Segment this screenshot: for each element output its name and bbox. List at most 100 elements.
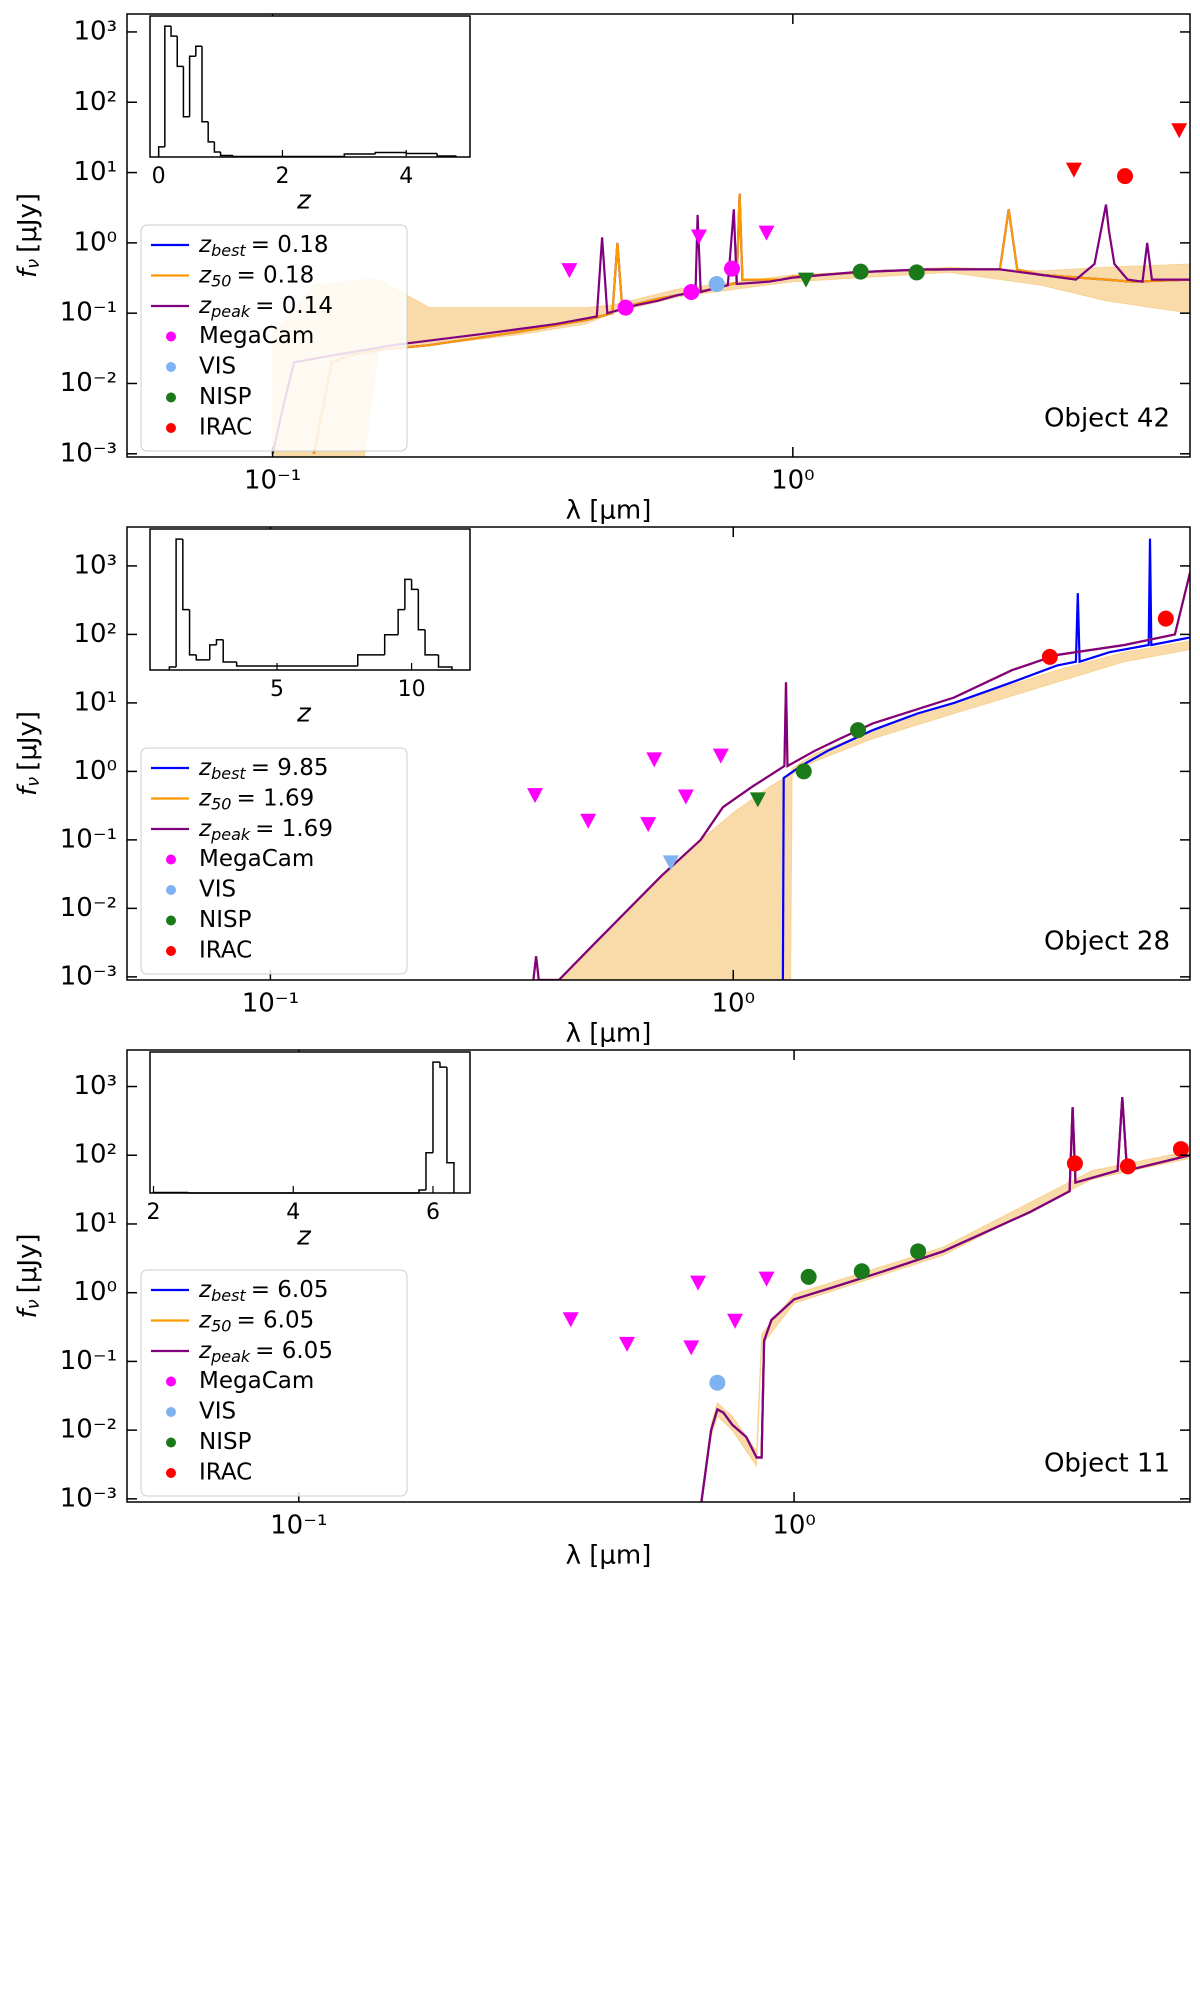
y-tick-label: 10¹ [73, 1208, 117, 1238]
y-axis-label: fν[μJy] [13, 193, 45, 278]
legend-marker [166, 946, 176, 956]
histogram-bin [187, 1192, 419, 1194]
legend-subscript: peak [210, 302, 251, 321]
histogram-bin [374, 151, 407, 154]
x-tick-label: 10⁰ [771, 466, 815, 496]
histogram-bin [195, 654, 210, 661]
legend-marker [166, 885, 176, 895]
legend-subscript: best [211, 241, 246, 260]
histogram-bin [188, 55, 196, 117]
legend-box [140, 224, 408, 452]
y-tick-label: 10⁻² [60, 368, 117, 398]
legend-subscript: peak [210, 825, 251, 844]
plot-frame [126, 13, 1191, 458]
y-tick-label: 10³ [73, 1071, 117, 1101]
y-tick-label: 10⁰ [73, 1277, 117, 1307]
legend-subscript: 50 [211, 271, 231, 290]
plot-frame [126, 1049, 1191, 1503]
y-label-subscript: ν [23, 777, 44, 787]
model-line [700, 1097, 1190, 1502]
legend-label: zbest = 9.85 [198, 755, 328, 783]
histogram-bin [410, 579, 419, 591]
histogram-bin [436, 153, 457, 157]
upper-limit [727, 1313, 744, 1329]
histogram-bin [188, 609, 197, 656]
histogram-bin [215, 639, 224, 645]
histogram-bin [439, 1062, 447, 1068]
histogram-bin [213, 141, 221, 153]
y-tick-label: 10⁻¹ [60, 824, 117, 854]
photometry-point [709, 1374, 726, 1391]
photometry-point [1157, 610, 1174, 627]
histogram-bin [397, 608, 405, 635]
histogram-bin [383, 634, 399, 655]
legend-symbol: z [198, 785, 212, 811]
legend-symbol: z [198, 816, 212, 842]
histogram-bin [207, 121, 215, 143]
legend-label: VIS [199, 1399, 236, 1425]
legend-symbol: z [198, 232, 212, 258]
upper-limit [677, 789, 694, 805]
photometry-point [908, 264, 925, 281]
upper-limit [562, 1312, 579, 1328]
y-tick-label: 10⁻³ [60, 438, 117, 468]
y-label-subscript: ν [23, 1299, 44, 1309]
histogram-bin [446, 1067, 455, 1193]
histogram-bin [437, 654, 453, 670]
legend-symbol: z [198, 262, 212, 288]
histogram-bin [357, 654, 385, 666]
legend-label: zpeak = 0.14 [198, 293, 333, 321]
y-tick-label: 10³ [73, 550, 117, 580]
model-line [700, 1097, 1190, 1502]
legend-label: MegaCam [199, 846, 314, 872]
y-label-subscript: ν [23, 259, 44, 269]
photometry-point [795, 763, 812, 780]
legend-value: = 6.05 [236, 1307, 314, 1333]
x-tick-label: 10⁰ [712, 989, 756, 1019]
inset-frame [149, 15, 471, 158]
legend-label: NISP [199, 384, 252, 410]
legend-marker [166, 915, 176, 926]
photometry-point [683, 284, 700, 301]
histogram-bin [152, 1191, 189, 1194]
legend-label: z50 = 0.18 [198, 262, 314, 290]
model-line [271, 204, 1190, 455]
y-tick-label: 10⁰ [73, 227, 117, 257]
inset-x-tick-label: 5 [270, 677, 284, 702]
legend-value: = 9.85 [251, 755, 329, 781]
legend-marker [166, 1407, 176, 1417]
histogram-bin [432, 1061, 440, 1153]
y-tick-label: 10² [73, 87, 117, 117]
histogram-bin [208, 644, 217, 660]
y-label-unit: [μJy] [13, 193, 43, 253]
photometry-point [724, 260, 741, 277]
histogram-bin [201, 46, 209, 123]
upper-limit [646, 752, 663, 768]
legend-symbol: z [198, 1277, 212, 1303]
y-tick-label: 10⁻³ [60, 961, 117, 991]
plot-area [562, 1097, 1190, 1502]
photometry-point [852, 263, 869, 280]
legend-label: zpeak = 6.05 [198, 1338, 333, 1366]
inset-x-tick-label: 10 [398, 677, 426, 702]
inset-frame [149, 1051, 471, 1194]
y-tick-label: 10⁻¹ [60, 298, 117, 328]
legend-marker [166, 362, 176, 372]
legend-subscript: best [211, 1286, 246, 1305]
y-tick-label: 10⁻² [60, 893, 117, 923]
y-axis-label: fν[μJy] [13, 711, 45, 796]
model-line [700, 1097, 1190, 1502]
histogram-bin [343, 153, 376, 157]
legend-label: MegaCam [199, 1368, 314, 1394]
histogram-bin [404, 578, 412, 610]
inset-x-tick-label: 0 [152, 164, 166, 189]
inset-x-label: z [296, 1222, 312, 1252]
legend-box [140, 747, 408, 975]
upper-limit [712, 748, 729, 764]
uncertainty-band [710, 1150, 1190, 1468]
legend-value: = 6.05 [255, 1338, 333, 1364]
upper-limit [749, 792, 766, 808]
legend-marker [166, 392, 176, 403]
inset-x-tick-label: 4 [399, 164, 413, 189]
histogram-bin [182, 66, 190, 118]
